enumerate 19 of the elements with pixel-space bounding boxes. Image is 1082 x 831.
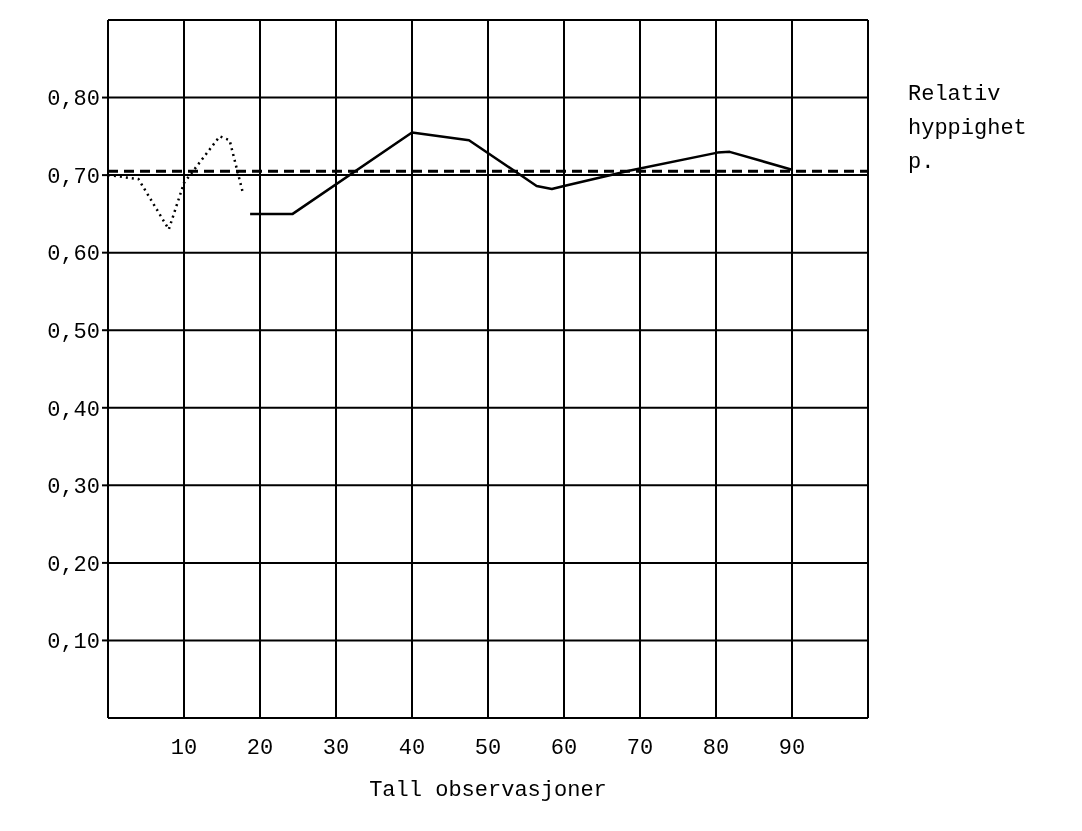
y-axis-title: Relativ hyppighet p. (908, 81, 1028, 177)
y-tick-label: 0,20 (47, 552, 100, 578)
y-tick-label: 0,70 (47, 164, 100, 190)
x-tick-label: 80 (702, 735, 730, 761)
y-tick-label: 0,60 (47, 242, 100, 268)
y-tick-label: 0,30 (47, 475, 100, 501)
x-tick-label: 60 (550, 735, 578, 761)
x-axis-title: Tall observasjoner (368, 778, 608, 803)
x-tick-label: 20 (246, 735, 274, 761)
x-tick-label: 90 (778, 735, 806, 761)
y-tick-label: 0,50 (47, 320, 100, 346)
y-tick-label: 0,10 (47, 630, 100, 656)
x-tick-label: 70 (626, 735, 654, 761)
y-tick-label: 0,40 (47, 397, 100, 423)
x-tick-label: 10 (170, 735, 198, 761)
x-tick-label: 30 (322, 735, 350, 761)
x-tick-label: 40 (398, 735, 426, 761)
y-tick-label: 0,80 (47, 87, 100, 113)
x-tick-label: 50 (474, 735, 502, 761)
